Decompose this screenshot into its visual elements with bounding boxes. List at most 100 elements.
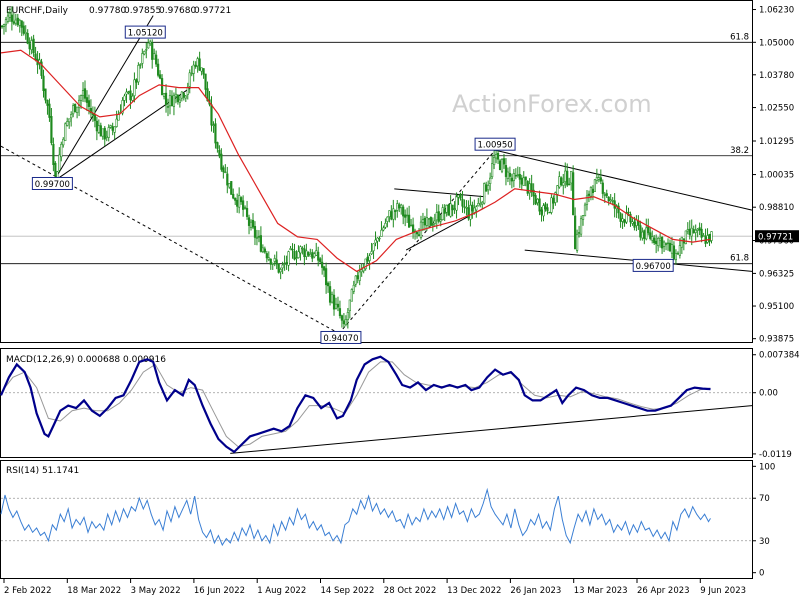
- candle-body: [2, 24, 6, 27]
- candle-body: [356, 275, 359, 280]
- candle-body: [627, 211, 630, 214]
- candle-body: [540, 209, 543, 215]
- candle-body: [449, 203, 452, 217]
- candle-body: [342, 320, 346, 325]
- candle-body: [234, 197, 237, 201]
- rsi-line-path: [0, 487, 711, 547]
- price-trendline: [494, 149, 753, 211]
- price-y-tick-label: 0.93875: [759, 335, 794, 345]
- candle-body: [212, 124, 215, 126]
- candle-body: [319, 258, 322, 263]
- candle-body: [494, 153, 498, 159]
- candle-body: [463, 206, 466, 208]
- candle-body: [295, 257, 298, 259]
- candle-body: [240, 197, 243, 203]
- candle-body: [647, 226, 650, 234]
- candle-body: [583, 204, 587, 217]
- candle-body: [218, 149, 221, 157]
- candle-body: [676, 253, 679, 255]
- candle-body: [291, 249, 294, 251]
- candle-body: [255, 237, 259, 239]
- candle-body: [62, 138, 65, 146]
- rsi-panel-title: RSI(14) 51.1741: [6, 466, 79, 476]
- candle-body: [425, 217, 429, 226]
- candle-body: [433, 220, 436, 224]
- candle-body: [360, 269, 363, 273]
- candle-body: [346, 312, 349, 320]
- candle-body: [372, 243, 375, 252]
- candle-body: [692, 229, 695, 234]
- ohlc-open: 0.97780: [89, 6, 126, 16]
- candle-body: [101, 128, 104, 137]
- x-tick-label: 26 Jan 2023: [510, 586, 561, 596]
- candle-body: [309, 253, 312, 257]
- candle-body: [423, 217, 427, 226]
- x-tick-label: 2 Feb 2022: [4, 586, 52, 596]
- fib-level-label: 61.8: [730, 254, 749, 264]
- y-axis-ticks: 1.06230 1.05000 1.03780 1.02550 1.01295 1.000…: [752, 6, 800, 579]
- candle-body: [159, 74, 162, 79]
- candle-body: [32, 38, 35, 54]
- candle-body: [386, 216, 389, 222]
- candle-body: [483, 183, 486, 204]
- candle-body: [155, 54, 158, 65]
- candle-body: [643, 230, 646, 240]
- candle-body: [202, 68, 205, 75]
- candle-body: [601, 182, 604, 194]
- macd-trendline: [230, 405, 753, 454]
- candle-body: [230, 181, 233, 195]
- candle-body: [653, 237, 656, 244]
- candle-body: [6, 15, 10, 22]
- candle-body: [496, 152, 500, 160]
- candle-body: [172, 94, 176, 107]
- candle-body: [267, 257, 270, 260]
- candle-body: [176, 94, 179, 102]
- x-tick-label: 1 Aug 2022: [257, 586, 306, 596]
- macd-lines: [0, 355, 711, 454]
- price-trendline: [58, 87, 192, 179]
- candle-body: [411, 224, 415, 234]
- candle-body: [528, 183, 531, 194]
- candle-body: [245, 208, 249, 217]
- candle-body: [317, 251, 320, 261]
- candle-body: [184, 95, 187, 99]
- candle-body: [435, 212, 438, 221]
- watermark: ActionForex.com: [452, 90, 652, 118]
- candle-body: [24, 31, 27, 35]
- candle-body: [289, 248, 292, 250]
- candle-body: [190, 72, 193, 75]
- candle-body: [8, 12, 12, 18]
- x-tick-label: 28 Oct 2022: [384, 586, 437, 596]
- candle-body: [313, 253, 316, 258]
- candle-body: [160, 78, 164, 96]
- candle-body: [402, 206, 405, 217]
- price-label-box: [632, 258, 674, 272]
- candle-body: [303, 248, 306, 258]
- candle-body: [453, 208, 456, 210]
- candles: [0, 6, 713, 329]
- candle-body: [178, 99, 181, 103]
- candle-body: [576, 233, 579, 251]
- candle-body: [512, 173, 515, 181]
- candle-body: [340, 315, 344, 321]
- candle-body: [242, 200, 245, 210]
- candle-body: [123, 95, 126, 101]
- candle-body: [14, 19, 17, 24]
- candle-body: [145, 49, 148, 51]
- candle-body: [605, 193, 608, 197]
- grid-lines: 61.8 38.2 61.8: [1, 32, 752, 542]
- candle-body: [662, 241, 666, 247]
- price-annotations: 1.05120 0.99700 0.94070 1.00950 0.96700: [31, 25, 674, 344]
- price-label-text: 0.94070: [323, 334, 358, 344]
- candle-body: [135, 79, 138, 83]
- price-y-tick-label: 1.05000: [759, 38, 794, 48]
- candle-body: [552, 197, 555, 204]
- candle-body: [66, 121, 69, 126]
- candle-body: [702, 235, 705, 237]
- candle-body: [85, 97, 89, 103]
- price-label-box: [31, 176, 73, 190]
- candle-body: [431, 224, 434, 226]
- candle-body: [182, 93, 185, 98]
- rsi-y-tick-label: 0: [759, 569, 764, 579]
- candle-body: [502, 158, 506, 165]
